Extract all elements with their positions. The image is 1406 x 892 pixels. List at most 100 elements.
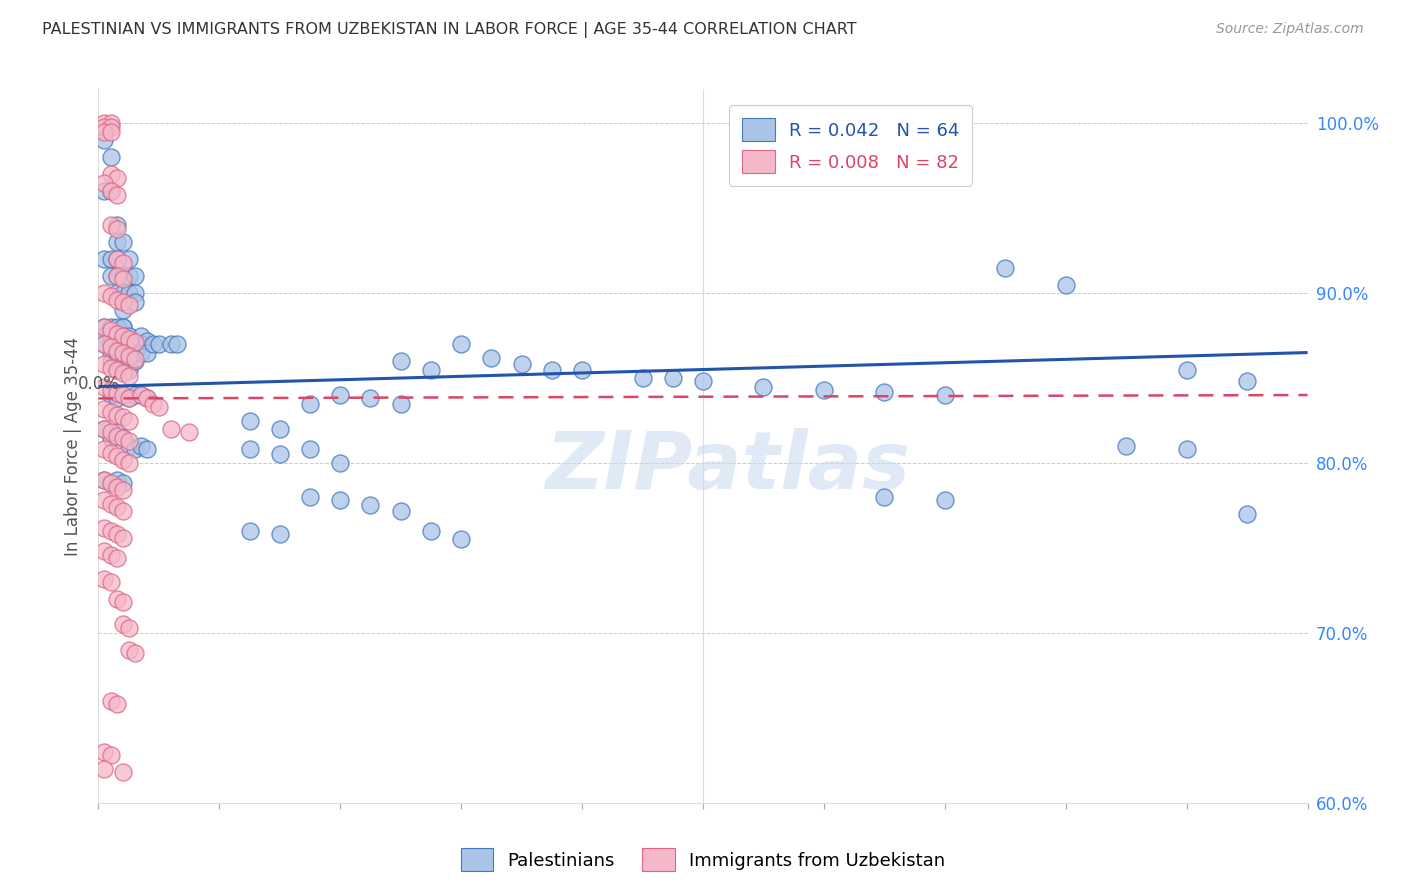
Point <box>100 218 122 232</box>
Point <box>299 490 322 504</box>
Point <box>129 337 152 351</box>
Point <box>93 442 115 457</box>
Point <box>160 422 183 436</box>
Point <box>105 320 128 334</box>
Point <box>148 400 170 414</box>
Point <box>111 483 134 498</box>
Point <box>118 362 141 376</box>
Point <box>100 252 122 266</box>
Point <box>481 351 503 365</box>
Point <box>105 698 128 712</box>
Point <box>100 476 122 491</box>
Point <box>105 286 128 301</box>
Point <box>105 527 128 541</box>
Point <box>105 392 128 406</box>
Point <box>105 187 128 202</box>
Point <box>111 286 134 301</box>
Point <box>105 473 128 487</box>
Point <box>100 320 122 334</box>
Point <box>111 320 134 334</box>
Point <box>105 449 128 463</box>
Point <box>124 286 146 301</box>
Point <box>420 362 443 376</box>
Point <box>93 762 115 776</box>
Point <box>329 456 352 470</box>
Point <box>105 425 128 440</box>
Point <box>111 235 134 249</box>
Point <box>111 303 134 318</box>
Point <box>135 345 157 359</box>
Point <box>571 362 593 376</box>
Legend: Palestinians, Immigrants from Uzbekistan: Palestinians, Immigrants from Uzbekistan <box>454 841 952 879</box>
Point <box>1236 375 1258 389</box>
Point <box>873 490 896 504</box>
Point <box>100 497 122 511</box>
Point <box>510 358 533 372</box>
Point <box>105 252 128 266</box>
Point <box>179 425 201 440</box>
Point <box>100 748 122 763</box>
Point <box>93 358 115 372</box>
Point <box>118 354 141 368</box>
Point <box>111 531 134 545</box>
Point <box>100 289 122 303</box>
Point <box>100 360 122 375</box>
Point <box>124 646 146 660</box>
Point <box>105 235 128 249</box>
Point <box>118 392 141 406</box>
Point <box>118 434 141 448</box>
Point <box>994 260 1017 275</box>
Point <box>105 252 128 266</box>
Point <box>105 221 128 235</box>
Point <box>118 332 141 346</box>
Point <box>124 335 146 350</box>
Point <box>105 293 128 307</box>
Point <box>93 328 115 343</box>
Point <box>93 422 115 436</box>
Point <box>93 473 115 487</box>
Point <box>100 383 122 397</box>
Point <box>111 255 134 269</box>
Point <box>118 337 141 351</box>
Point <box>160 337 183 351</box>
Point <box>111 328 134 343</box>
Point <box>873 384 896 399</box>
Point <box>100 150 122 164</box>
Y-axis label: In Labor Force | Age 35-44: In Labor Force | Age 35-44 <box>65 336 83 556</box>
Point <box>661 371 683 385</box>
Point <box>105 269 128 284</box>
Point <box>105 480 128 494</box>
Point <box>93 745 115 759</box>
Point <box>1175 442 1198 457</box>
Point <box>105 500 128 515</box>
Point <box>100 116 122 130</box>
Point <box>100 337 122 351</box>
Point <box>100 425 122 440</box>
Point <box>934 388 956 402</box>
Point <box>105 326 128 341</box>
Point <box>692 375 714 389</box>
Point <box>124 442 146 457</box>
Point <box>105 269 128 284</box>
Point <box>1236 507 1258 521</box>
Point <box>389 396 412 410</box>
Point <box>142 396 165 410</box>
Point <box>100 388 122 402</box>
Text: ZIPatlas: ZIPatlas <box>544 428 910 507</box>
Point <box>100 354 122 368</box>
Point <box>124 352 146 367</box>
Point <box>111 452 134 467</box>
Point <box>93 422 115 436</box>
Point <box>1115 439 1137 453</box>
Point <box>111 269 134 284</box>
Point <box>118 369 141 384</box>
Point <box>105 386 128 401</box>
Point <box>1175 362 1198 376</box>
Point <box>329 493 352 508</box>
Point <box>111 337 134 351</box>
Point <box>93 337 115 351</box>
Point <box>100 548 122 562</box>
Point <box>329 388 352 402</box>
Point <box>124 388 146 402</box>
Point <box>105 354 128 368</box>
